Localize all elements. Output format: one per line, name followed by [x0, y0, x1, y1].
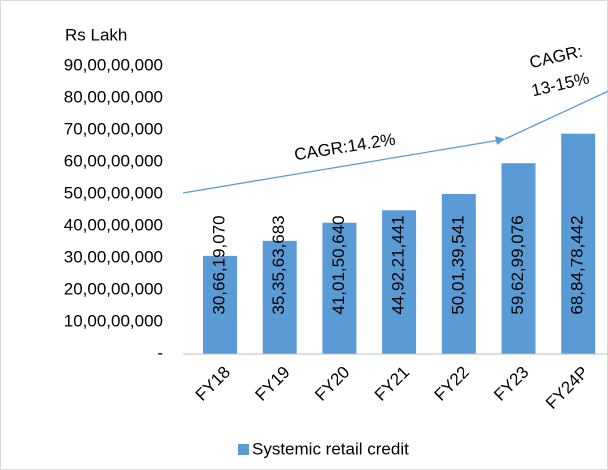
value-label: 50,01,39,541 [448, 215, 467, 314]
x-tick-label: FY24P [542, 363, 592, 413]
bar [382, 210, 417, 354]
y-tick-label: 20,00,00,000 [64, 279, 163, 298]
bar [501, 163, 536, 354]
x-tick-label: FY20 [311, 363, 353, 405]
x-tick-label: FY19 [252, 363, 294, 405]
y-tick-label: 30,00,00,000 [64, 247, 163, 266]
value-label: 44,92,21,441 [389, 215, 408, 314]
x-tick-label: FY23 [490, 363, 532, 405]
x-tick-label: FY18 [192, 363, 234, 405]
y-tick-label: 40,00,00,000 [64, 215, 163, 234]
bar [561, 133, 596, 354]
bar [262, 240, 297, 354]
legend-swatch [238, 444, 249, 455]
bar [322, 222, 357, 354]
legend-label: Systemic retail credit [252, 439, 409, 458]
y-tick-label: 60,00,00,000 [64, 151, 163, 170]
y-tick-label: 80,00,00,000 [64, 87, 163, 106]
y-tick-label: 50,00,00,000 [64, 183, 163, 202]
y-tick-label: 10,00,00,000 [64, 311, 163, 330]
value-label: 35,35,63,683 [269, 215, 288, 314]
y-tick-label: 90,00,00,000 [64, 55, 163, 74]
cagr-arrow [504, 90, 608, 140]
value-label: 41,01,50,640 [329, 215, 348, 314]
cagr-arrow [182, 139, 501, 194]
y-tick-label: 70,00,00,000 [64, 119, 163, 138]
y-tick-label: - [157, 343, 163, 362]
annotation: CAGR:14.2% [293, 130, 397, 165]
value-label: 59,62,99,076 [508, 215, 527, 314]
x-tick-label: FY21 [371, 363, 413, 405]
bar [203, 255, 237, 354]
arrow-head [495, 136, 505, 145]
value-label: 30,66,19,070 [209, 215, 228, 314]
bar [441, 193, 476, 354]
annotation: 13-15% [530, 69, 591, 101]
annotation: CAGR: [528, 42, 585, 73]
y-axis-title: Rs Lakh [65, 25, 127, 44]
value-label: 68,84,78,442 [568, 215, 587, 314]
x-tick-label: FY22 [431, 363, 473, 405]
